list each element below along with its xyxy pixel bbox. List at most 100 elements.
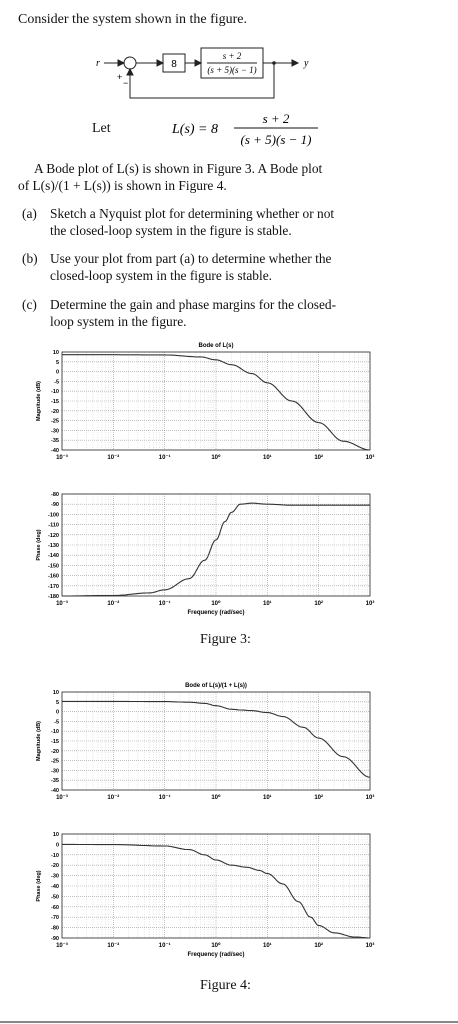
- loop-gain-equation: L(s) = 8 s + 2 (s + 5)(s − 1): [171, 111, 318, 147]
- y-tick-label: -5: [54, 719, 59, 725]
- y-tick-label: -180: [48, 594, 59, 600]
- part-text: Use your plot from part (a) to determine…: [50, 251, 332, 266]
- y-tick-label: -120: [48, 533, 59, 539]
- y-tick-label: -60: [51, 905, 59, 911]
- chart-title: Bode of L(s): [199, 343, 234, 349]
- y-tick-label: 10: [53, 832, 59, 838]
- x-tick-label: 10⁻¹: [159, 600, 171, 607]
- loop-gain-lhs: L(s) = 8: [171, 122, 218, 137]
- x-tick-label: 10³: [366, 600, 375, 607]
- x-tick-label: 10⁻³: [56, 600, 68, 607]
- part-label: (a): [22, 206, 37, 221]
- y-axis-label: Phase (deg): [36, 529, 42, 560]
- y-tick-label: -5: [54, 379, 59, 385]
- figure-3-caption: Figure 3:: [200, 632, 251, 647]
- x-tick-label: 10³: [366, 454, 375, 461]
- y-tick-label: -140: [48, 553, 59, 559]
- bode-description-line2: of L(s)/(1 + L(s)) is shown in Figure 4.: [18, 178, 227, 193]
- series-line: [62, 502, 370, 597]
- x-tick-label: 10¹: [263, 454, 272, 461]
- part-text: closed-loop system in the figure is stab…: [50, 268, 273, 283]
- x-tick-label: 10¹: [263, 942, 272, 949]
- part-label: (c): [22, 297, 37, 312]
- y-axis-label: Phase (deg): [36, 870, 42, 901]
- sum-minus-sign: −: [123, 78, 128, 88]
- part-text: the closed-loop system in the figure is …: [50, 223, 292, 238]
- block-diagram: r y + − 8 s + 2 (s + 5)(s − 1): [96, 47, 309, 99]
- x-axis-label: Frequency (rad/sec): [187, 610, 244, 616]
- y-tick-label: -20: [51, 749, 59, 755]
- x-tick-label: 10⁻²: [107, 942, 119, 949]
- x-tick-label: 10⁻¹: [159, 794, 171, 801]
- y-tick-label: 0: [56, 370, 59, 376]
- y-tick-label: -15: [51, 399, 59, 405]
- plot-frame: [61, 691, 371, 791]
- x-axis-label: Frequency (rad/sec): [187, 952, 244, 958]
- part-text: Determine the gain and phase margins for…: [50, 297, 337, 312]
- y-tick-label: 5: [56, 360, 59, 366]
- bode-description-line1: A Bode plot of L(s) is shown in Figure 3…: [34, 161, 323, 176]
- y-tick-label: -70: [51, 915, 59, 921]
- x-tick-label: 10⁰: [211, 600, 221, 607]
- gain-value: 8: [171, 59, 177, 70]
- y-tick-label: -170: [48, 584, 59, 590]
- y-tick-label: -30: [51, 428, 59, 434]
- x-tick-label: 10³: [366, 942, 375, 949]
- fig4-phase-chart: 10⁻³ 10⁻² 10⁻¹ 10⁰ 10¹ 10² 10³ 10 0 -10 -20 -30 -40 -…: [36, 832, 375, 958]
- y-tick-label: -40: [51, 884, 59, 890]
- input-label: r: [96, 58, 100, 69]
- x-tick-label: 10⁻¹: [159, 942, 171, 949]
- y-tick-label: -40: [51, 788, 59, 794]
- y-tick-label: -40: [51, 448, 59, 454]
- summing-junction: [123, 56, 137, 70]
- y-tick-label: -15: [51, 739, 59, 745]
- fig3-magnitude-chart: Bode of L(s) 10⁻³ 10⁻² 10⁻¹ 10⁰ 10¹ 10² 10³ 10 5 0…: [36, 343, 375, 461]
- output-arrowhead: [291, 59, 300, 67]
- y-tick-label: -10: [51, 729, 59, 735]
- x-tick-label: 10¹: [263, 794, 272, 801]
- loop-gain-denominator: (s + 5)(s − 1): [241, 132, 312, 147]
- let-label: Let: [92, 121, 111, 136]
- plot-frame: [61, 351, 371, 451]
- loop-gain-numerator: s + 2: [263, 111, 290, 126]
- y-tick-label: -110: [48, 523, 59, 529]
- y-tick-label: -25: [51, 419, 59, 425]
- x-tick-label: 10⁻²: [107, 794, 119, 801]
- fig4-magnitude-chart: Bode of L(s)/(1 + L(s)) 10⁻³ 10⁻² 10⁻¹ 10⁰ 10…: [36, 683, 374, 801]
- y-tick-label: 0: [56, 842, 59, 848]
- x-tick-label: 10⁻²: [107, 600, 119, 607]
- y-tick-label: 10: [53, 690, 59, 696]
- x-tick-label: 10²: [314, 794, 323, 801]
- y-tick-label: -20: [51, 409, 59, 415]
- y-tick-label: -80: [51, 492, 59, 498]
- plant-numerator: s + 2: [223, 51, 242, 61]
- x-tick-label: 10⁰: [211, 454, 221, 461]
- fig3-phase-chart: 10⁻³ 10⁻² 10⁻¹ 10⁰ 10¹ 10² 10³ -80 -90 -100 -110 -1…: [36, 492, 375, 616]
- series-line: [62, 354, 371, 451]
- part-text: loop system in the figure.: [50, 314, 187, 329]
- y-tick-label: -35: [51, 778, 59, 784]
- plant-denominator: (s + 5)(s − 1): [207, 65, 256, 75]
- chart-title: Bode of L(s)/(1 + L(s)): [185, 683, 247, 689]
- question-part-c: (c) Determine the gain and phase margins …: [22, 296, 394, 330]
- y-tick-label: -100: [48, 512, 59, 518]
- question-part-b: (b) Use your plot from part (a) to determ…: [22, 250, 394, 284]
- y-tick-label: -30: [51, 874, 59, 880]
- y-tick-label: -10: [51, 389, 59, 395]
- y-tick-label: -25: [51, 759, 59, 765]
- y-tick-label: 0: [56, 710, 59, 716]
- series-line: [62, 700, 371, 778]
- y-tick-label: -160: [48, 574, 59, 580]
- part-label: (b): [22, 251, 38, 266]
- x-tick-label: 10⁻²: [107, 454, 119, 461]
- pickoff-point: [272, 61, 276, 65]
- sum-plus-sign: +: [117, 72, 122, 82]
- x-tick-label: 10¹: [263, 600, 272, 607]
- x-tick-label: 10²: [314, 600, 323, 607]
- y-tick-label: -150: [48, 563, 59, 569]
- y-tick-label: 5: [56, 700, 59, 706]
- question-part-a: (a) Sketch a Nyquist plot for determining…: [22, 205, 394, 239]
- x-tick-label: 10²: [314, 454, 323, 461]
- gain-arrowhead: [156, 59, 165, 67]
- x-tick-label: 10⁻¹: [159, 454, 171, 461]
